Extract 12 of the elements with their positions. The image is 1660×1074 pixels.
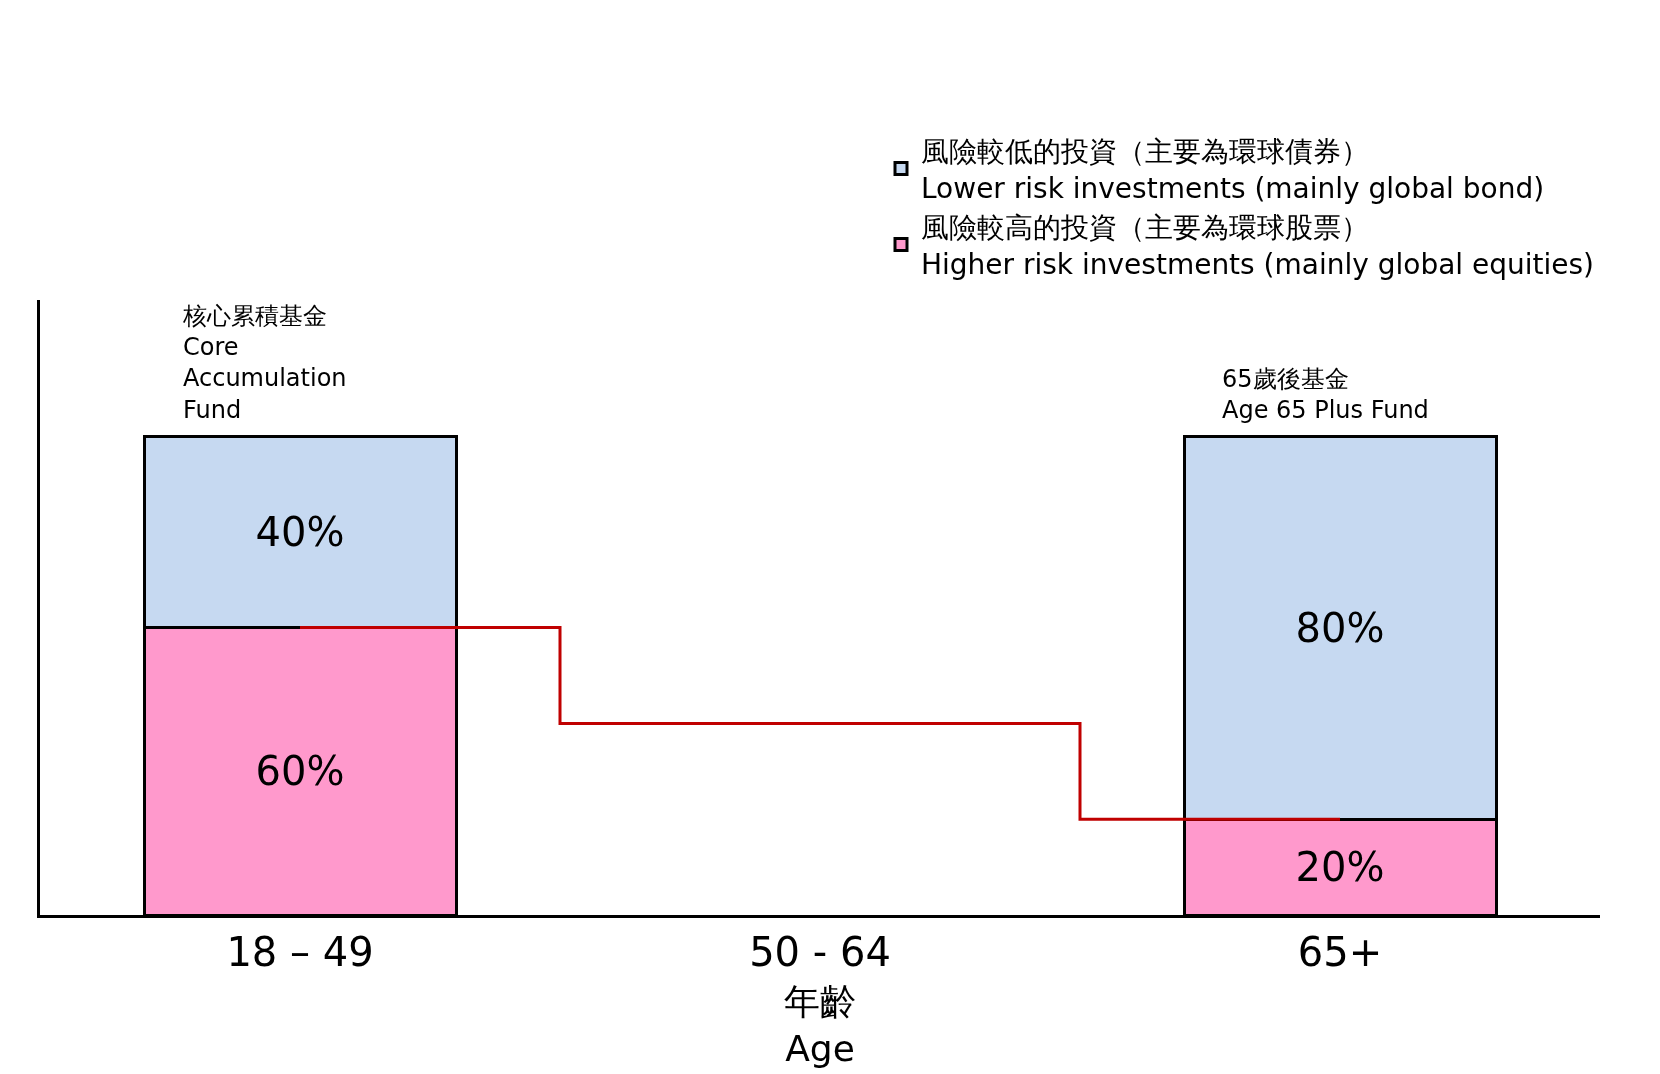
data-label: 20% — [1295, 844, 1385, 891]
legend-label: 風險較高的投資（主要為環球股票） Higher risk investments (mainly global equities) — [921, 211, 1595, 281]
x-tick-label: 18 – 49 — [226, 929, 374, 975]
x-tick-label: 50 - 64 — [749, 929, 891, 975]
x-axis-title: 年齡 Age — [784, 980, 856, 1069]
annotation: 65歲後基金 Age 65 Plus Fund — [1222, 365, 1429, 425]
data-label: 80% — [1295, 604, 1385, 651]
data-label: 60% — [255, 748, 345, 795]
data-label: 40% — [255, 508, 345, 555]
annotation: 核心累積基金 Core Accumulation Fund — [182, 302, 347, 424]
x-tick-label: 65+ — [1297, 929, 1383, 975]
legend-label: 風險較低的投資（主要為環球債券） Lower risk investments (mainly global bond) — [921, 135, 1545, 205]
